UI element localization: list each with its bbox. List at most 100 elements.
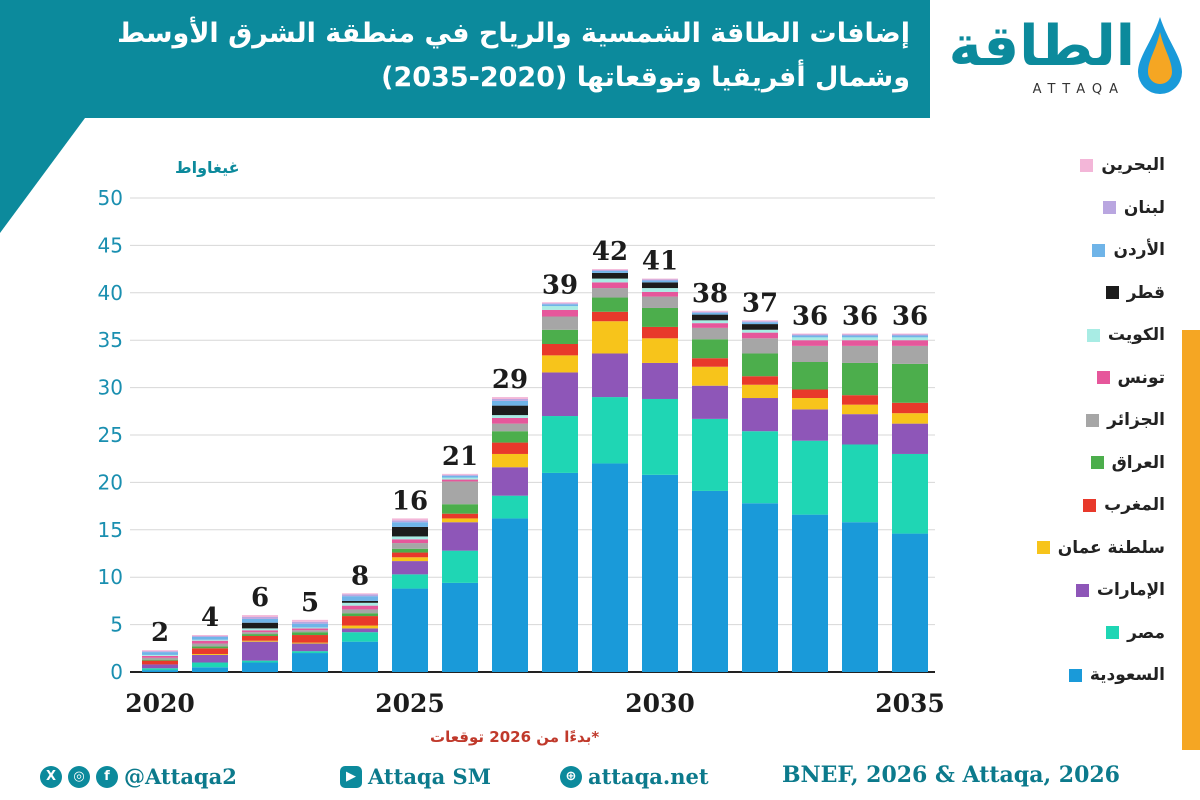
- title-banner-corner: [0, 118, 85, 233]
- bar-total-label: 4: [201, 603, 219, 633]
- bar-segment: [892, 413, 928, 424]
- youtube-handle[interactable]: Attaqa SM: [368, 764, 491, 789]
- bar-segment: [642, 474, 678, 672]
- legend-swatch: [1036, 541, 1050, 554]
- bar-segment: [292, 621, 328, 624]
- legend-swatch: [1102, 201, 1116, 214]
- bar-total-label: 38: [692, 279, 728, 309]
- bar-segment: [692, 490, 728, 672]
- bar-segment: [642, 288, 678, 292]
- legend-swatch: [1086, 328, 1100, 342]
- bar-segment: [392, 522, 428, 527]
- bar-segment: [492, 453, 528, 468]
- bar-total-label: 36: [892, 302, 928, 332]
- bar-segment: [192, 667, 228, 672]
- y-tick-label: 25: [98, 423, 123, 447]
- legend-label: الأردن: [1113, 240, 1165, 260]
- bar-segment: [342, 628, 378, 633]
- bar-segment: [442, 477, 478, 480]
- bar-segment: [742, 320, 778, 322]
- bar-segment: [192, 662, 228, 668]
- bar-segment: [642, 279, 678, 281]
- legend-item: لبنان: [1102, 193, 1165, 223]
- bar-segment: [892, 345, 928, 364]
- bar-segment: [892, 533, 928, 672]
- x-tick-labels: 2020 2025 2030 2035: [125, 689, 945, 718]
- bar-segment: [892, 453, 928, 534]
- social-links: X ◎ f @Attaqa2: [40, 764, 237, 789]
- y-tick-label: 45: [98, 233, 123, 257]
- bar-segment: [592, 288, 628, 298]
- website-url[interactable]: attaqa.net: [588, 764, 709, 789]
- bar-total-label: 39: [542, 270, 578, 300]
- bar-segment: [192, 635, 228, 637]
- bar-segment: [292, 630, 328, 633]
- legend-item: الكويت: [1086, 320, 1165, 350]
- legend-item: الإمارات: [1075, 575, 1165, 605]
- facebook-icon[interactable]: f: [96, 765, 118, 788]
- legend-label: تونس: [1117, 367, 1165, 388]
- bar-segment: [492, 400, 528, 406]
- bar-segment: [642, 296, 678, 308]
- legend-item: الأردن: [1092, 235, 1165, 265]
- bar-segment: [142, 670, 178, 672]
- social-handle[interactable]: @Attaqa2: [124, 764, 237, 789]
- bar-segment: [642, 278, 678, 280]
- bar-segment: [892, 402, 928, 414]
- bar-segment: [792, 389, 828, 399]
- legend-item: العراق: [1090, 448, 1165, 478]
- bar-segment: [192, 640, 228, 644]
- legend-label: المغرب: [1104, 495, 1165, 515]
- bar-segment: [842, 334, 878, 336]
- bar-segment: [242, 641, 278, 661]
- bar-segment: [842, 340, 878, 346]
- bar-segment: [742, 322, 778, 325]
- bar-segment: [542, 416, 578, 473]
- bar-segment: [492, 495, 528, 519]
- x-tick-label: 2020: [125, 689, 195, 718]
- bar-segment: [392, 543, 428, 549]
- y-tick-label: 0: [110, 660, 123, 684]
- bar-segment: [692, 358, 728, 367]
- legend-swatch: [1096, 371, 1110, 384]
- bar-segment: [442, 513, 478, 519]
- bar-segment: [492, 423, 528, 432]
- bar-totals: 2 4 6 5 8 16 21 29 39 42 41 38 37 36 36 36: [151, 237, 928, 648]
- bar-segment: [442, 473, 478, 475]
- bar-segment: [492, 467, 528, 496]
- bar-segment: [592, 270, 628, 271]
- bar-segment: [442, 550, 478, 583]
- legend-swatch: [1090, 456, 1104, 469]
- youtube-icon[interactable]: ▶: [340, 765, 362, 788]
- bar-total-label: 42: [592, 237, 628, 267]
- bar-segment: [842, 362, 878, 396]
- bar-segment: [592, 282, 628, 289]
- bar-segment: [842, 345, 878, 363]
- title-banner: [0, 0, 930, 118]
- bar-segment: [842, 414, 878, 445]
- bar-segment: [342, 600, 378, 603]
- bar-total-label: 8: [351, 561, 369, 591]
- bar-segment: [692, 339, 728, 359]
- bar-total-label: 6: [251, 583, 269, 613]
- x-tick-label: 2030: [625, 689, 695, 718]
- instagram-icon[interactable]: ◎: [68, 765, 90, 788]
- bar-segment: [542, 306, 578, 310]
- x-icon[interactable]: X: [40, 765, 62, 788]
- bar-segment: [342, 641, 378, 672]
- bar-segment: [842, 337, 878, 341]
- bar-segment: [842, 333, 878, 335]
- bar-segment: [842, 395, 878, 405]
- bar-segment: [742, 353, 778, 377]
- bar-segment: [242, 634, 278, 636]
- bar-segment: [442, 504, 478, 514]
- bar-segment: [592, 397, 628, 464]
- bar-segment: [592, 269, 628, 271]
- legend-label: الجزائر: [1107, 410, 1165, 430]
- bar-segment: [442, 481, 478, 505]
- legend-item: البحرين: [1080, 150, 1165, 180]
- bar-segment: [742, 329, 778, 333]
- globe-icon[interactable]: ⊕: [560, 765, 582, 788]
- bar-segment: [892, 334, 928, 336]
- bar-segment: [542, 343, 578, 356]
